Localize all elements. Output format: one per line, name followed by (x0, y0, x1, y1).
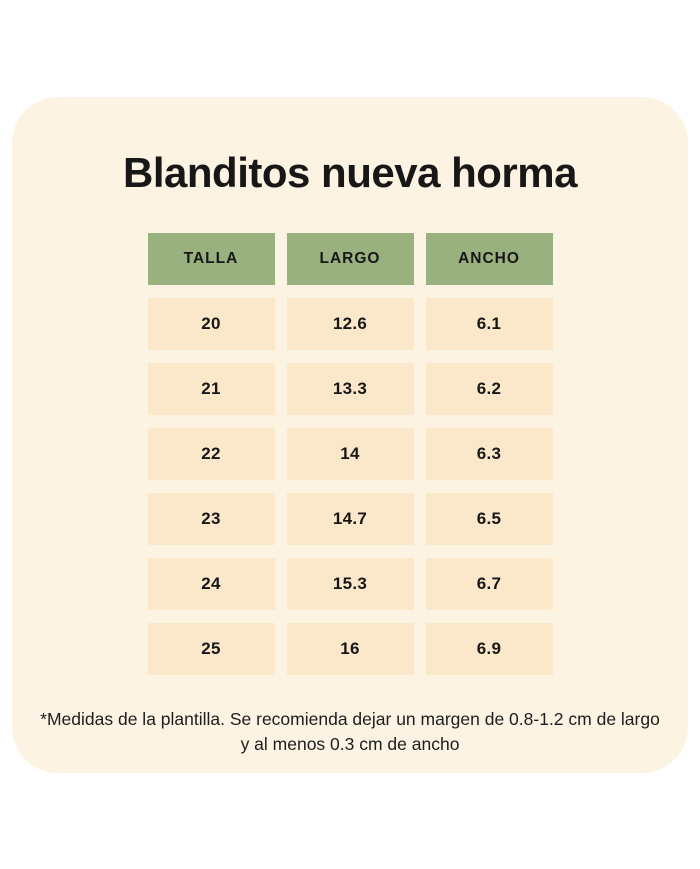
table-cell-talla-23: 23 (147, 493, 275, 545)
table-cell-largo-25: 16 (286, 623, 414, 675)
table-cell-largo-24: 15.3 (286, 558, 414, 610)
table-cell-talla-21: 21 (147, 363, 275, 415)
table-cell-largo-20: 12.6 (286, 298, 414, 350)
table-cell-ancho-22: 6.3 (425, 428, 553, 480)
table-cell-ancho-24: 6.7 (425, 558, 553, 610)
size-table: TALLA LARGO ANCHO 20 12.6 6.1 21 13.3 6.… (12, 233, 688, 675)
size-chart-card: Blanditos nueva horma TALLA LARGO ANCHO … (12, 97, 688, 773)
table-cell-largo-21: 13.3 (286, 363, 414, 415)
table-cell-talla-25: 25 (147, 623, 275, 675)
table-cell-largo-23: 14.7 (286, 493, 414, 545)
table-header-talla: TALLA (147, 233, 275, 285)
table-cell-largo-22: 14 (286, 428, 414, 480)
measurement-footnote: *Medidas de la plantilla. Se recomienda … (40, 709, 660, 755)
table-cell-talla-22: 22 (147, 428, 275, 480)
table-cell-talla-20: 20 (147, 298, 275, 350)
table-cell-ancho-25: 6.9 (425, 623, 553, 675)
table-header-largo: LARGO (286, 233, 414, 285)
table-cell-ancho-20: 6.1 (425, 298, 553, 350)
table-cell-ancho-21: 6.2 (425, 363, 553, 415)
table-header-ancho: ANCHO (425, 233, 553, 285)
table-cell-talla-24: 24 (147, 558, 275, 610)
table-cell-ancho-23: 6.5 (425, 493, 553, 545)
page-title: Blanditos nueva horma (123, 149, 577, 196)
